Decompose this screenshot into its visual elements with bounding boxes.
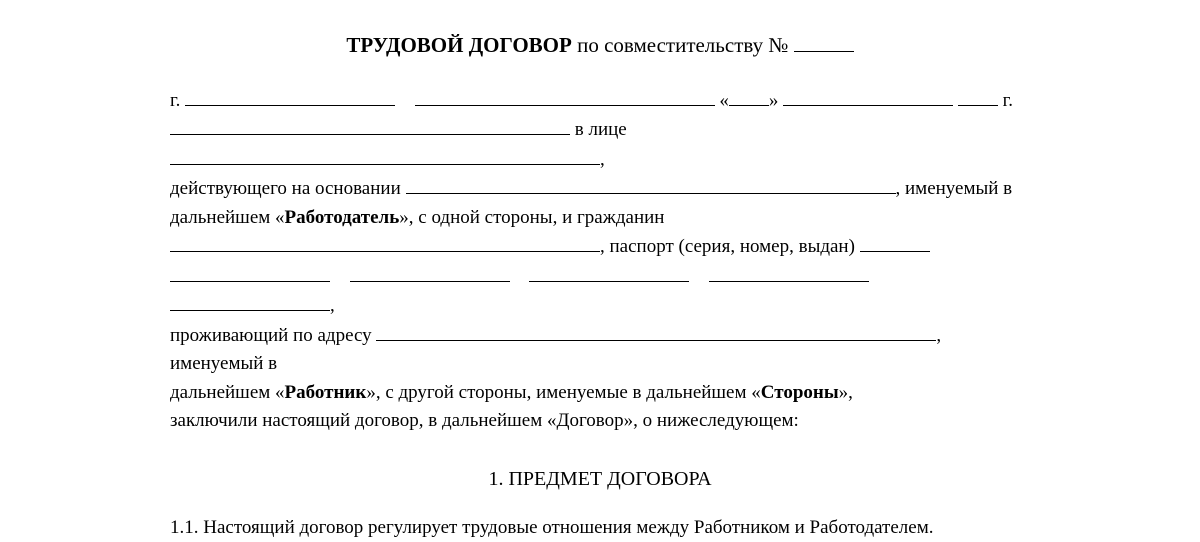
blank-passport-5[interactable] [170,291,330,311]
blank-representative[interactable] [170,145,600,165]
blank-basis[interactable] [406,174,896,194]
blank-passport-4[interactable] [709,262,869,282]
blank-address[interactable] [376,321,936,341]
blank-day[interactable] [729,86,769,106]
basis-prefix: действующего на основании [170,178,401,199]
clause-1-1: 1.1. Настоящий договор регулирует трудов… [170,514,1030,542]
blank-org-full[interactable] [170,115,570,135]
blank-citizen-name[interactable] [170,232,600,252]
quote-open: « [719,90,729,111]
year-suffix: г. [1003,90,1013,111]
employee-bold: Работник [285,382,367,403]
document-page: ТРУДОВОЙ ДОГОВОР по совместительству № г… [0,0,1200,542]
blank-org-name[interactable] [415,86,715,106]
address-prefix: проживающий по адресу [170,325,372,346]
section-1-heading: 1. ПРЕДМЕТ ДОГОВОРА [170,464,1030,494]
conclusion-line: заключили настоящий договор, в дальнейше… [170,410,799,431]
blank-month[interactable] [783,86,953,106]
document-title: ТРУДОВОЙ ДОГОВОР по совместительству № [170,30,1030,62]
v-litse: в лице [575,119,627,140]
blank-passport-1[interactable] [170,262,330,282]
blank-contract-number[interactable] [794,30,854,52]
parties-bold: Стороны [761,382,839,403]
employee-line-suffix: », [839,382,853,403]
title-rest: по совместительству № [577,33,788,57]
employer-line-suffix: », с одной стороны, и гражданин [399,207,664,228]
employee-line-mid: », с другой стороны, именуемые в дальней… [366,382,760,403]
employer-bold: Работодатель [285,207,400,228]
basis-suffix: , именуемый в [896,178,1013,199]
quote-close: » [769,90,779,111]
blank-passport-tail[interactable] [860,232,930,252]
employee-line-prefix: дальнейшем « [170,382,285,403]
preamble: г. «» г. в лице , действующего на основа… [170,86,1030,436]
blank-passport-3[interactable] [529,262,689,282]
city-prefix: г. [170,90,180,111]
title-bold: ТРУДОВОЙ ДОГОВОР [346,33,571,57]
employer-line-prefix: дальнейшем « [170,207,285,228]
passport-label: , паспорт (серия, номер, выдан) [600,236,855,257]
blank-passport-2[interactable] [350,262,510,282]
blank-year[interactable] [958,86,998,106]
blank-city[interactable] [185,86,395,106]
